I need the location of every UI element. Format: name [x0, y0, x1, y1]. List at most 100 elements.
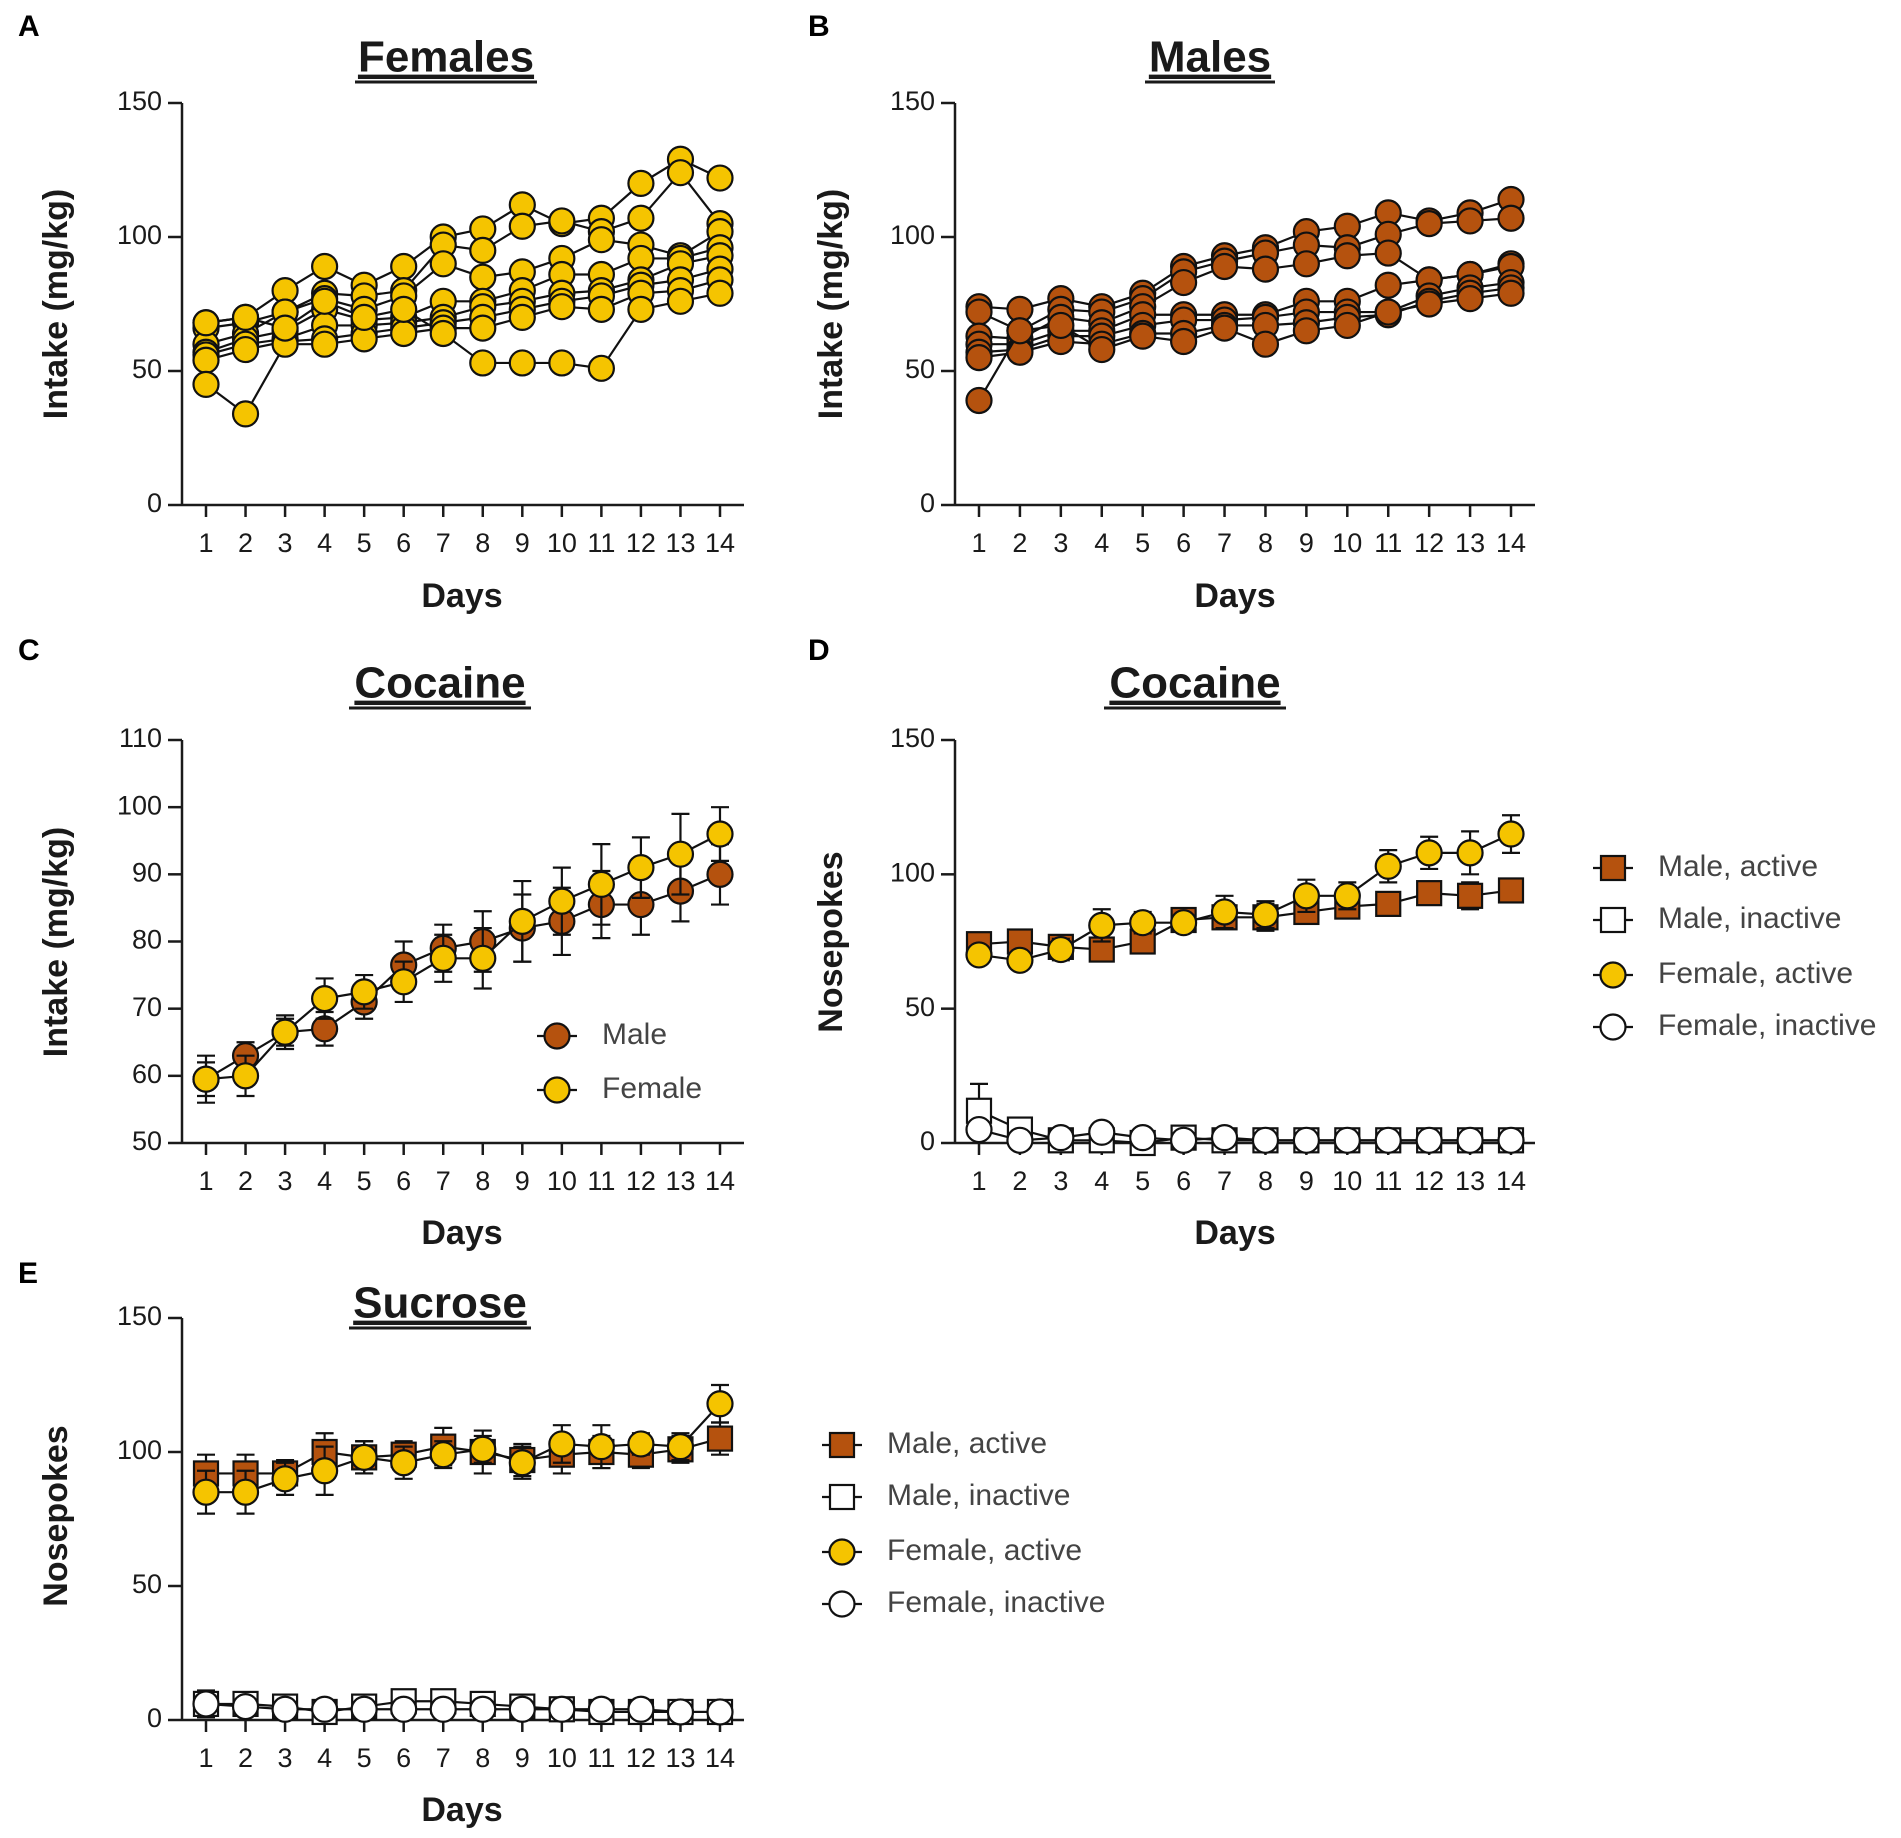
x-tick-label: 3 [1053, 1166, 1068, 1196]
data-point [1210, 314, 1239, 342]
data-point [1006, 946, 1034, 974]
data-point [706, 820, 734, 848]
data-point [508, 907, 536, 935]
y-tick-label: 100 [890, 857, 935, 887]
data-point [1210, 252, 1239, 281]
data-point [1497, 877, 1525, 904]
data-point [271, 314, 299, 342]
data-point [627, 1430, 655, 1458]
x-tick-label: 1 [198, 1743, 213, 1773]
data-point [666, 287, 695, 315]
y-tick-label: 70 [132, 992, 162, 1022]
data-point [587, 1433, 615, 1461]
data-point [192, 1690, 220, 1718]
x-tick-label: 5 [1135, 528, 1150, 558]
x-tick-label: 2 [238, 1166, 253, 1196]
data-point [1374, 298, 1402, 326]
x-tick-label: 8 [475, 1166, 490, 1196]
x-tick-label: 3 [278, 1743, 293, 1773]
x-tick-label: 6 [396, 1743, 411, 1773]
y-tick-label: 0 [920, 1126, 935, 1156]
data-point [1170, 268, 1198, 297]
x-tick-label: 8 [1258, 528, 1273, 558]
data-point [469, 1695, 497, 1723]
series-female-active [192, 1383, 734, 1515]
y-tick-label: 50 [132, 1126, 162, 1156]
data-point [1006, 1126, 1034, 1154]
data-point [1374, 1126, 1402, 1154]
data-point [469, 263, 497, 291]
data-point [429, 319, 457, 348]
x-tick-label: 2 [238, 528, 253, 558]
data-point [587, 226, 615, 254]
data-point [429, 1695, 457, 1723]
x-tick-label: 1 [198, 1166, 213, 1196]
x-tick-label: 11 [1374, 1166, 1402, 1196]
data-point [1006, 317, 1034, 345]
y-tick-label: 150 [890, 86, 935, 116]
x-tick-label: 13 [1455, 528, 1485, 558]
chart-title: Cocaine [1109, 659, 1280, 708]
data-point [1456, 285, 1484, 313]
x-tick-label: 9 [1299, 1166, 1314, 1196]
data-point [350, 1443, 378, 1471]
data-point [192, 346, 220, 374]
data-point [706, 860, 734, 888]
data-point [311, 330, 339, 358]
data-point [965, 298, 993, 326]
x-axis-label: Days [1194, 1214, 1275, 1252]
x-tick-label: 8 [1258, 1166, 1273, 1196]
data-point [231, 1062, 260, 1090]
data-point [1088, 1118, 1116, 1146]
series-female [192, 806, 734, 1098]
y-tick-label: 100 [117, 790, 162, 820]
data-point [271, 1695, 299, 1723]
x-tick-label: 4 [317, 528, 332, 558]
y-tick-label: 110 [119, 723, 162, 753]
legend-marker [1599, 1013, 1627, 1041]
data-point [390, 252, 418, 281]
x-tick-label: 4 [317, 1743, 332, 1773]
x-tick-label: 13 [1455, 1166, 1485, 1196]
data-point [231, 1692, 260, 1721]
data-point [1333, 242, 1361, 270]
data-point [706, 279, 734, 307]
data-point [231, 303, 260, 331]
y-tick-label: 150 [890, 723, 935, 753]
y-tick-label: 100 [117, 220, 162, 250]
x-tick-label: 8 [475, 1743, 490, 1773]
chart-title: Males [1149, 33, 1271, 82]
data-point [1292, 317, 1320, 345]
data-point [587, 295, 615, 323]
data-point [1456, 882, 1484, 909]
data-point [1415, 210, 1443, 238]
data-point [271, 1465, 299, 1493]
panel-letter: D [808, 634, 830, 667]
data-point [666, 159, 695, 187]
legend-marker [828, 1538, 856, 1566]
x-tick-label: 1 [971, 528, 986, 558]
x-axis-label: Days [421, 577, 502, 615]
data-point [469, 349, 497, 377]
data-point [508, 349, 536, 377]
data-point [587, 354, 615, 382]
data-point [1456, 839, 1484, 867]
legend-marker [1599, 854, 1627, 882]
legend-marker [543, 1076, 571, 1104]
chart-title: Sucrose [353, 1279, 527, 1328]
chart-title: Cocaine [354, 659, 525, 708]
x-axis-label: Days [421, 1791, 502, 1829]
x-tick-label: 13 [665, 1743, 695, 1773]
series-female-active [965, 814, 1525, 974]
data-point [1251, 330, 1280, 358]
x-axis-label: Days [421, 1214, 502, 1252]
data-point [627, 854, 655, 882]
x-tick-label: 11 [587, 1166, 615, 1196]
data-point [469, 314, 497, 342]
x-tick-label: 11 [587, 528, 615, 558]
data-point [271, 1018, 299, 1046]
